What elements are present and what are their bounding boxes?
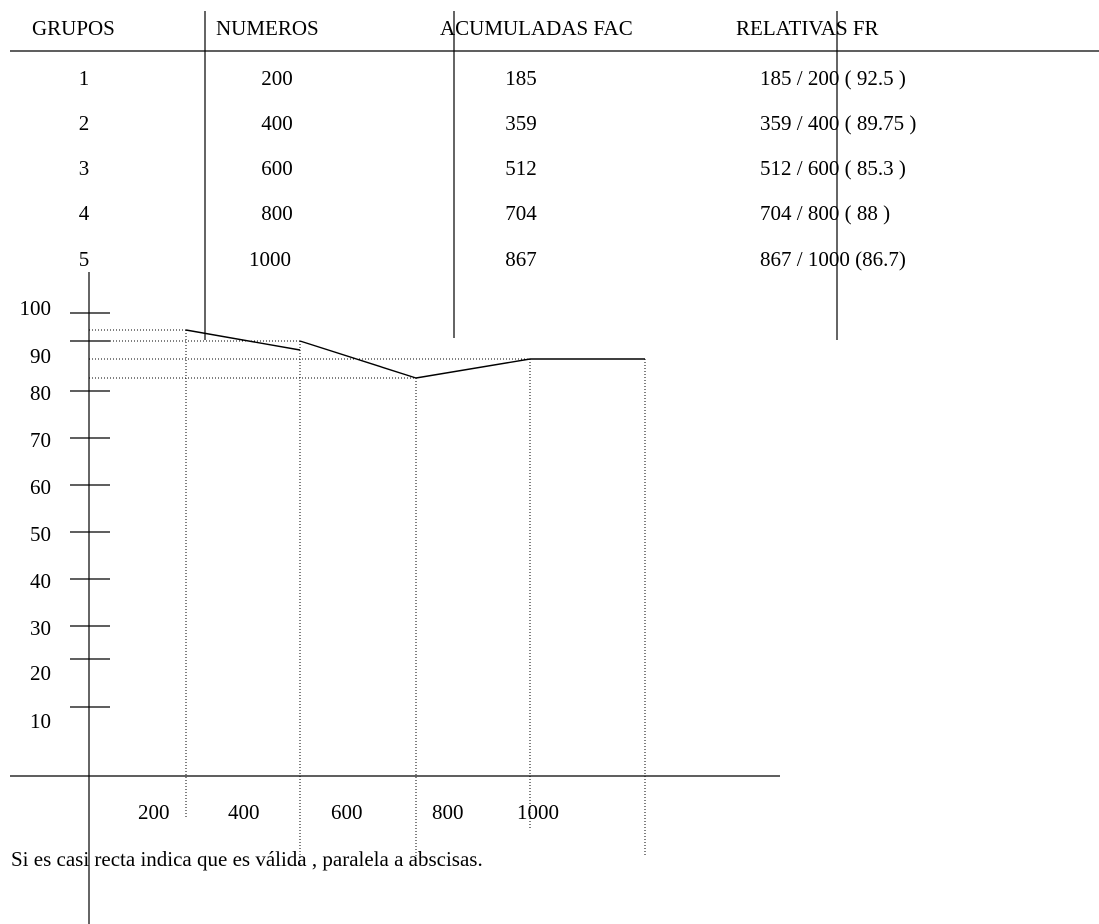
x-tick-label: 600	[331, 800, 363, 824]
cell-grupo-4: 4	[78, 201, 90, 225]
y-tick-label: 80	[30, 381, 51, 405]
cell-grupo-3: 3	[78, 156, 90, 180]
cell-relativa-1: 185 / 200 ( 92.5 )	[760, 66, 906, 90]
y-tick-label: 40	[30, 569, 51, 593]
cell-numero-1: 200	[261, 66, 293, 90]
data-line-segment	[185, 329, 301, 351]
x-tick-label: 800	[432, 800, 464, 824]
cell-numero-2: 400	[261, 111, 293, 135]
data-line-segment	[299, 340, 417, 379]
y-tick-label: 100	[19, 296, 52, 320]
y-tick-label: 10	[30, 709, 51, 733]
cell-grupo-5: 5	[78, 247, 90, 271]
cell-numero-5: 1000	[249, 247, 291, 271]
header-relativas: RELATIVAS FR	[736, 16, 879, 40]
cell-acumulada-1: 185	[505, 66, 537, 90]
header-acumuladas: ACUMULADAS FAC	[440, 16, 633, 40]
data-line-segment	[415, 358, 531, 379]
x-tick-label: 400	[228, 800, 260, 824]
x-tick-label: 200	[138, 800, 170, 824]
cell-numero-3: 600	[261, 156, 293, 180]
cell-relativa-2: 359 / 400 ( 89.75 )	[760, 111, 917, 135]
y-tick-label: 30	[30, 616, 51, 640]
header-grupos: GRUPOS	[32, 16, 115, 40]
cell-grupo-2: 2	[78, 111, 90, 135]
y-tick-label: 70	[30, 428, 51, 452]
cell-acumulada-4: 704	[505, 201, 537, 225]
cell-relativa-4: 704 / 800 ( 88 )	[760, 201, 891, 225]
cell-acumulada-2: 359	[505, 111, 537, 135]
cell-relativa-3: 512 / 600 ( 85.3 )	[760, 156, 906, 180]
y-tick-label: 50	[30, 522, 51, 546]
cell-relativa-5: 867 / 1000 (86.7)	[760, 247, 906, 271]
y-tick-label: 20	[30, 661, 51, 685]
y-tick-label: 90	[30, 344, 51, 368]
cell-numero-4: 800	[261, 201, 293, 225]
cell-grupo-1: 1	[78, 66, 90, 90]
cell-acumulada-3: 512	[505, 156, 537, 180]
note-text: Si es casi recta indica que es válida , …	[11, 847, 483, 871]
header-numeros: NUMEROS	[216, 16, 319, 40]
x-tick-label: 1000	[517, 800, 559, 824]
y-tick-label: 60	[30, 475, 51, 499]
cell-acumulada-5: 867	[505, 247, 537, 271]
